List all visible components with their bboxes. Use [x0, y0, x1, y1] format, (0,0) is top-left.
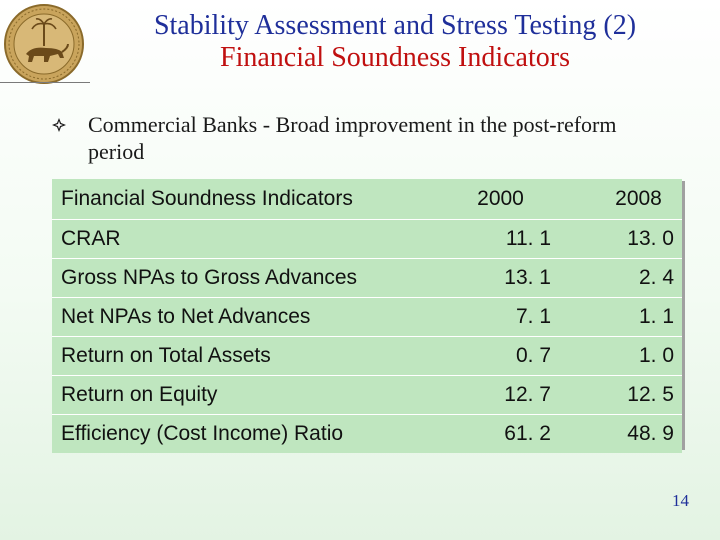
row-label: Gross NPAs to Gross Advances — [52, 258, 416, 298]
row-value-2000: 0. 7 — [416, 336, 595, 376]
row-value-2008: 2. 4 — [595, 258, 682, 298]
header-2000: 2000 — [416, 179, 595, 220]
header-indicator: Financial Soundness Indicators — [52, 179, 416, 220]
table-row: Return on Total Assets 0. 7 1. 0 — [52, 336, 682, 376]
row-value-2008: 13. 0 — [595, 219, 682, 259]
row-value-2008: 48. 9 — [595, 414, 682, 453]
row-value-2000: 7. 1 — [416, 297, 595, 337]
row-label: Efficiency (Cost Income) Ratio — [52, 414, 416, 453]
table-row: Efficiency (Cost Income) Ratio 61. 2 48.… — [52, 414, 682, 453]
title-line-2: Financial Soundness Indicators — [220, 42, 570, 73]
rbi-emblem-logo — [4, 4, 84, 84]
row-label: Return on Total Assets — [52, 336, 416, 376]
diamond-bullet-icon — [52, 118, 66, 132]
logo-divider — [0, 82, 90, 83]
page-number: 14 — [672, 491, 689, 510]
title-line-1: Stability Assessment and Stress Testing … — [153, 10, 637, 41]
row-value-2000: 12. 7 — [416, 375, 595, 415]
bullet-text: Commercial Banks - Broad improvement in … — [88, 112, 617, 164]
row-label: Net NPAs to Net Advances — [52, 297, 416, 337]
fsi-table: Financial Soundness Indicators 2000 2008… — [52, 179, 682, 453]
row-label: Return on Equity — [52, 375, 416, 415]
table-row: CRAR 11. 1 13. 0 — [52, 219, 682, 259]
row-label: CRAR — [52, 219, 416, 259]
row-value-2008: 1. 1 — [595, 297, 682, 337]
row-value-2000: 13. 1 — [416, 258, 595, 298]
table-row: Return on Equity 12. 7 12. 5 — [52, 375, 682, 415]
row-value-2000: 61. 2 — [416, 414, 595, 453]
row-value-2008: 12. 5 — [595, 375, 682, 415]
row-value-2008: 1. 0 — [595, 336, 682, 376]
header-2008: 2008 — [595, 179, 682, 220]
table-row: Gross NPAs to Gross Advances 13. 1 2. 4 — [52, 258, 682, 298]
row-value-2000: 11. 1 — [416, 219, 595, 259]
table-header-row: Financial Soundness Indicators 2000 2008 — [52, 179, 682, 220]
table-row: Net NPAs to Net Advances 7. 1 1. 1 — [52, 297, 682, 337]
slide-title: Stability Assessment and Stress Testing … — [95, 10, 695, 74]
